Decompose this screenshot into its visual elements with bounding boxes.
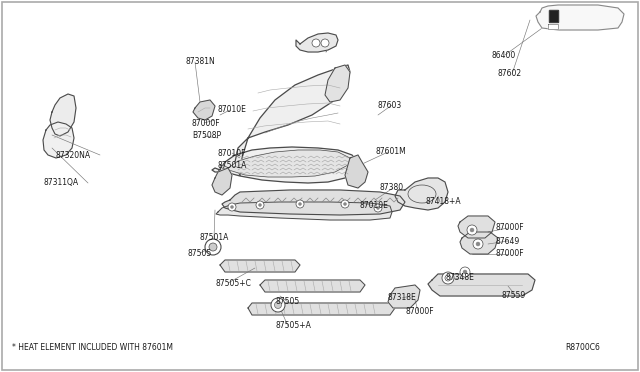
Circle shape	[376, 206, 380, 209]
Text: 87320NA: 87320NA	[55, 151, 90, 160]
Text: 87505+C: 87505+C	[215, 279, 251, 288]
Text: 87649: 87649	[495, 237, 519, 246]
Circle shape	[298, 202, 301, 205]
Circle shape	[256, 201, 264, 209]
Text: 87311QA: 87311QA	[43, 179, 78, 187]
Circle shape	[205, 239, 221, 255]
Text: 87505: 87505	[275, 298, 300, 307]
Circle shape	[296, 200, 304, 208]
Text: 87380: 87380	[380, 183, 404, 192]
Polygon shape	[460, 232, 498, 254]
Polygon shape	[548, 24, 558, 29]
Polygon shape	[536, 5, 624, 30]
Circle shape	[467, 225, 477, 235]
Polygon shape	[458, 216, 495, 238]
Text: 87559: 87559	[502, 292, 526, 301]
Circle shape	[374, 204, 382, 212]
Text: 87603: 87603	[378, 100, 403, 109]
Circle shape	[312, 39, 320, 47]
Circle shape	[341, 200, 349, 208]
Polygon shape	[220, 150, 350, 177]
Polygon shape	[193, 100, 215, 120]
Polygon shape	[50, 94, 76, 136]
Polygon shape	[222, 190, 405, 215]
Text: B7508P: B7508P	[192, 131, 221, 141]
Text: 87000F: 87000F	[495, 250, 524, 259]
Text: 87505+A: 87505+A	[275, 321, 311, 330]
Text: 87501A: 87501A	[218, 161, 248, 170]
Circle shape	[476, 242, 480, 246]
Circle shape	[344, 202, 346, 205]
Polygon shape	[212, 168, 232, 195]
Polygon shape	[212, 147, 358, 183]
Text: * HEAT ELEMENT INCLUDED WITH 87601M: * HEAT ELEMENT INCLUDED WITH 87601M	[12, 343, 173, 353]
Text: 87010E: 87010E	[360, 202, 389, 211]
Text: 86400: 86400	[492, 51, 516, 60]
Text: 87381N: 87381N	[185, 58, 215, 67]
Text: 87318E: 87318E	[388, 294, 417, 302]
Polygon shape	[296, 33, 338, 52]
Text: 87010E: 87010E	[217, 106, 246, 115]
Text: R8700C6: R8700C6	[565, 343, 600, 353]
Polygon shape	[549, 10, 558, 22]
Text: 87602: 87602	[498, 70, 522, 78]
Circle shape	[275, 301, 282, 308]
Circle shape	[209, 243, 217, 251]
Circle shape	[470, 228, 474, 232]
Text: 87601M: 87601M	[375, 148, 406, 157]
Polygon shape	[220, 260, 300, 272]
Text: 87000F: 87000F	[495, 224, 524, 232]
Polygon shape	[260, 280, 365, 292]
Text: 87501A: 87501A	[200, 234, 229, 243]
Circle shape	[228, 203, 236, 211]
Polygon shape	[216, 202, 392, 220]
Circle shape	[463, 270, 467, 274]
Polygon shape	[345, 155, 368, 188]
Text: 87348E: 87348E	[445, 273, 474, 282]
Polygon shape	[43, 122, 74, 158]
Text: 87418+A: 87418+A	[425, 198, 461, 206]
Polygon shape	[235, 65, 350, 175]
Text: 87010F: 87010F	[218, 148, 246, 157]
Text: 87000F: 87000F	[405, 307, 434, 315]
Polygon shape	[395, 178, 448, 210]
Circle shape	[473, 239, 483, 249]
Circle shape	[445, 275, 451, 281]
Circle shape	[230, 205, 234, 208]
Polygon shape	[428, 274, 535, 296]
Polygon shape	[388, 285, 420, 308]
Circle shape	[460, 267, 470, 277]
Circle shape	[321, 39, 329, 47]
Circle shape	[259, 203, 262, 206]
Circle shape	[271, 298, 285, 312]
Text: 87000F: 87000F	[192, 119, 221, 128]
Polygon shape	[248, 303, 395, 315]
Circle shape	[442, 272, 454, 284]
Polygon shape	[325, 65, 350, 102]
Text: 87505: 87505	[188, 248, 212, 257]
